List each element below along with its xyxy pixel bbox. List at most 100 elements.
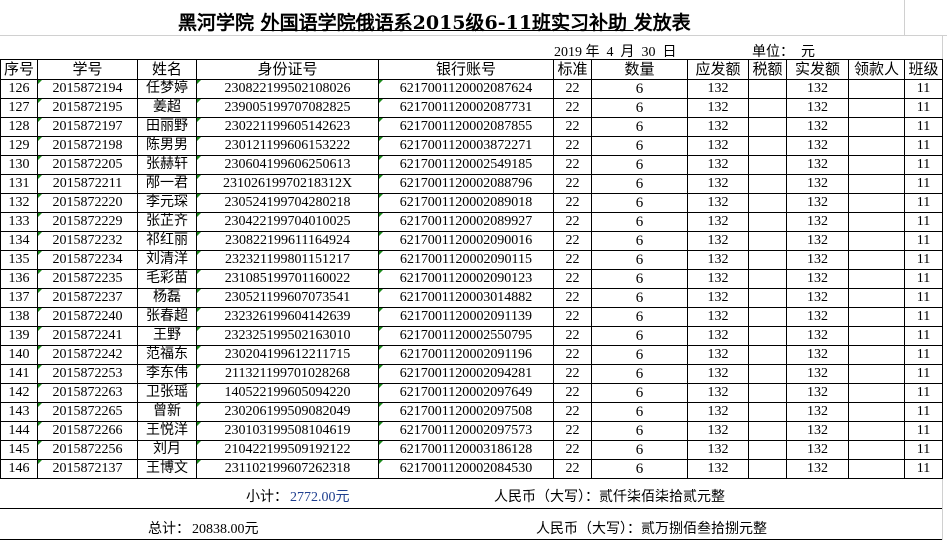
- table-cell[interactable]: 231085199701160022: [196, 269, 379, 289]
- table-cell[interactable]: 2015872195: [37, 98, 138, 118]
- table-cell[interactable]: 22: [553, 421, 592, 441]
- table-cell[interactable]: 132: [687, 98, 749, 118]
- table-cell[interactable]: 132: [786, 79, 849, 99]
- table-cell[interactable]: 132: [687, 193, 749, 213]
- table-cell[interactable]: 230524199704280218: [196, 193, 379, 213]
- table-cell[interactable]: 2015872253: [37, 364, 138, 384]
- table-cell[interactable]: 张春超: [137, 307, 197, 327]
- table-cell[interactable]: 132: [786, 288, 849, 308]
- table-cell[interactable]: [848, 117, 905, 137]
- table-cell[interactable]: 王博文: [137, 459, 197, 479]
- table-cell[interactable]: 2015872211: [37, 174, 138, 194]
- table-cell[interactable]: 231026199702183​12X: [196, 174, 379, 194]
- table-cell[interactable]: 11: [904, 440, 943, 460]
- table-cell[interactable]: 2015872232: [37, 231, 138, 251]
- table-cell[interactable]: 11: [904, 250, 943, 270]
- table-cell[interactable]: 132: [687, 459, 749, 479]
- table-cell[interactable]: 6217001120002091196: [378, 345, 554, 365]
- table-cell[interactable]: [848, 79, 905, 99]
- table-cell[interactable]: 11: [904, 174, 943, 194]
- table-cell[interactable]: 22: [553, 383, 592, 403]
- table-cell[interactable]: 132: [786, 345, 849, 365]
- table-cell[interactable]: [848, 155, 905, 175]
- table-cell[interactable]: 6217001120002097649: [378, 383, 554, 403]
- table-cell[interactable]: 6: [591, 193, 688, 213]
- table-cell[interactable]: 22: [553, 136, 592, 156]
- table-cell[interactable]: 230422199704010025: [196, 212, 379, 232]
- table-cell[interactable]: 132: [786, 440, 849, 460]
- table-cell[interactable]: 6: [591, 136, 688, 156]
- table-cell[interactable]: 6217001120002097508: [378, 402, 554, 422]
- table-cell[interactable]: 22: [553, 288, 592, 308]
- table-cell[interactable]: [848, 307, 905, 327]
- table-cell[interactable]: [748, 288, 787, 308]
- table-cell[interactable]: 11: [904, 269, 943, 289]
- table-cell[interactable]: 132: [786, 383, 849, 403]
- table-cell[interactable]: 6217001120003014882: [378, 288, 554, 308]
- table-cell[interactable]: 6217001120002090016: [378, 231, 554, 251]
- table-cell[interactable]: 2015872241: [37, 326, 138, 346]
- table-cell[interactable]: 132: [687, 345, 749, 365]
- table-cell[interactable]: 22: [553, 459, 592, 479]
- table-cell[interactable]: 22: [553, 269, 592, 289]
- table-cell[interactable]: [848, 269, 905, 289]
- table-cell[interactable]: 146: [0, 459, 38, 479]
- table-cell[interactable]: [848, 98, 905, 118]
- table-cell[interactable]: 132: [786, 174, 849, 194]
- table-cell[interactable]: [848, 231, 905, 251]
- table-cell[interactable]: 姜超: [137, 98, 197, 118]
- table-cell[interactable]: 210422199509192122: [196, 440, 379, 460]
- table-cell[interactable]: 张芷齐: [137, 212, 197, 232]
- table-cell[interactable]: [848, 193, 905, 213]
- table-cell[interactable]: 6: [591, 79, 688, 99]
- table-cell[interactable]: 22: [553, 250, 592, 270]
- table-cell[interactable]: 6: [591, 326, 688, 346]
- table-cell[interactable]: 6217001120002090123: [378, 269, 554, 289]
- table-cell[interactable]: 22: [553, 174, 592, 194]
- column-header[interactable]: 应发额: [687, 59, 749, 80]
- table-cell[interactable]: 6217001120002089018: [378, 193, 554, 213]
- table-cell[interactable]: 126: [0, 79, 38, 99]
- table-cell[interactable]: 王悦洋: [137, 421, 197, 441]
- column-header[interactable]: 身份证号: [196, 59, 379, 80]
- column-header[interactable]: 班级: [904, 59, 943, 80]
- table-cell[interactable]: 132: [687, 117, 749, 137]
- table-cell[interactable]: 139: [0, 326, 38, 346]
- table-cell[interactable]: 11: [904, 79, 943, 99]
- table-cell[interactable]: 140: [0, 345, 38, 365]
- table-cell[interactable]: 132: [687, 212, 749, 232]
- table-cell[interactable]: 22: [553, 212, 592, 232]
- table-cell[interactable]: 22: [553, 326, 592, 346]
- table-cell[interactable]: [748, 307, 787, 327]
- table-cell[interactable]: 曾新: [137, 402, 197, 422]
- table-cell[interactable]: 6: [591, 440, 688, 460]
- table-cell[interactable]: 132: [687, 326, 749, 346]
- table-cell[interactable]: [848, 402, 905, 422]
- table-cell[interactable]: 6: [591, 212, 688, 232]
- table-cell[interactable]: [748, 402, 787, 422]
- table-cell[interactable]: 230221199605142623: [196, 117, 379, 137]
- table-cell[interactable]: [748, 231, 787, 251]
- table-cell[interactable]: 6217001120002087855: [378, 117, 554, 137]
- table-cell[interactable]: 田丽野: [137, 117, 197, 137]
- table-cell[interactable]: 刘清洋: [137, 250, 197, 270]
- table-cell[interactable]: 6217001120002094281: [378, 364, 554, 384]
- table-cell[interactable]: 6217001120002549185: [378, 155, 554, 175]
- table-cell[interactable]: 11: [904, 98, 943, 118]
- table-cell[interactable]: 6: [591, 269, 688, 289]
- table-cell[interactable]: 132: [687, 79, 749, 99]
- table-cell[interactable]: 2015872240: [37, 307, 138, 327]
- table-cell[interactable]: 132: [687, 288, 749, 308]
- table-cell[interactable]: 132: [786, 155, 849, 175]
- table-cell[interactable]: 11: [904, 383, 943, 403]
- table-cell[interactable]: [848, 345, 905, 365]
- table-cell[interactable]: [848, 326, 905, 346]
- table-cell[interactable]: 132: [687, 440, 749, 460]
- table-cell[interactable]: 2015872234: [37, 250, 138, 270]
- table-cell[interactable]: 王野: [137, 326, 197, 346]
- table-cell[interactable]: 232326199604142639: [196, 307, 379, 327]
- table-cell[interactable]: 6: [591, 402, 688, 422]
- table-cell[interactable]: 6: [591, 98, 688, 118]
- table-cell[interactable]: 2015872194: [37, 79, 138, 99]
- table-cell[interactable]: 2015872266: [37, 421, 138, 441]
